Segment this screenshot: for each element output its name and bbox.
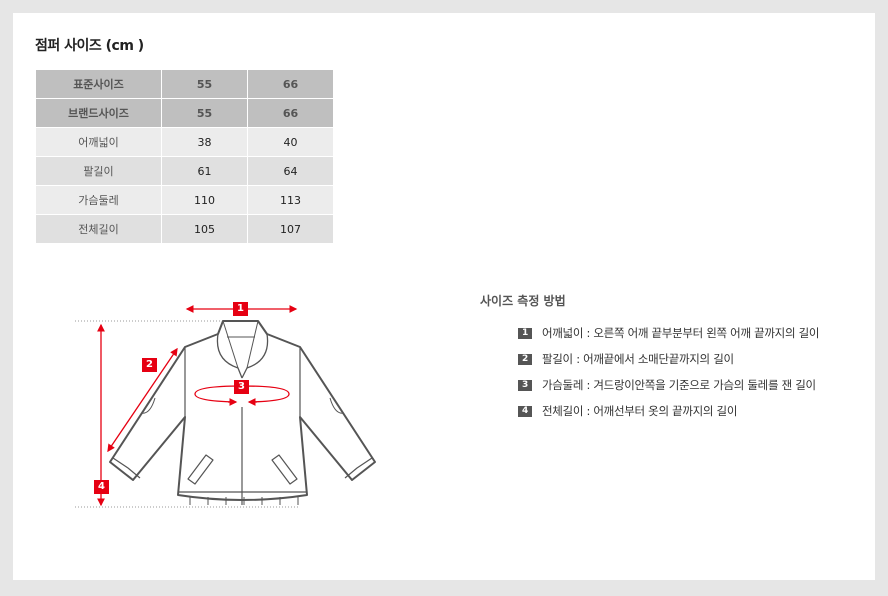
table-cell: 64 bbox=[247, 156, 334, 186]
table-cell: 전체길이 bbox=[35, 214, 162, 244]
jacket-outline-icon bbox=[109, 320, 376, 505]
measurement-item: 4 전체길이 : 어깨선부터 옷의 끝까지의 길이 bbox=[518, 403, 737, 419]
guide-lines bbox=[75, 320, 300, 508]
table-header-row: 표준사이즈 55 66 bbox=[35, 69, 334, 99]
table-cell: 가슴둘레 bbox=[35, 185, 162, 215]
table-cell: 어깨넓이 bbox=[35, 127, 162, 157]
measurement-text: 팔길이 : 어깨끝에서 소매단끝까지의 길이 bbox=[542, 352, 734, 366]
table-header-row: 브랜드사이즈 55 66 bbox=[35, 98, 334, 128]
measurement-text: 가슴둘레 : 겨드랑이안쪽을 기준으로 가슴의 둘레를 잰 길이 bbox=[542, 378, 816, 392]
marker-4-badge: 4 bbox=[94, 480, 109, 494]
number-badge: 2 bbox=[518, 353, 532, 365]
measurement-arrows bbox=[97, 305, 298, 507]
table-cell: 105 bbox=[161, 214, 248, 244]
table-row: 팔길이 61 64 bbox=[35, 156, 334, 186]
marker-1-badge: 1 bbox=[233, 302, 248, 316]
table-row: 전체길이 105 107 bbox=[35, 214, 334, 244]
table-row: 어깨넓이 38 40 bbox=[35, 127, 334, 157]
measurement-item: 3 가슴둘레 : 겨드랑이안쪽을 기준으로 가슴의 둘레를 잰 길이 bbox=[518, 377, 816, 393]
table-cell: 브랜드사이즈 bbox=[35, 98, 162, 128]
size-table: 표준사이즈 55 66 브랜드사이즈 55 66 어깨넓이 38 40 팔길이 … bbox=[35, 69, 334, 244]
table-cell: 표준사이즈 bbox=[35, 69, 162, 99]
table-cell: 55 bbox=[161, 98, 248, 128]
table-cell: 40 bbox=[247, 127, 334, 157]
table-cell: 66 bbox=[247, 69, 334, 99]
marker-2-badge: 2 bbox=[142, 358, 157, 372]
marker-3-badge: 3 bbox=[234, 380, 249, 394]
table-row: 가슴둘레 110 113 bbox=[35, 185, 334, 215]
number-badge: 4 bbox=[518, 405, 532, 417]
table-cell: 팔길이 bbox=[35, 156, 162, 186]
table-cell: 66 bbox=[247, 98, 334, 128]
measurement-item: 2 팔길이 : 어깨끝에서 소매단끝까지의 길이 bbox=[518, 351, 734, 367]
table-cell: 38 bbox=[161, 127, 248, 157]
number-badge: 3 bbox=[518, 379, 532, 391]
table-cell: 110 bbox=[161, 185, 248, 215]
number-badge: 1 bbox=[518, 327, 532, 339]
measurement-title: 사이즈 측정 방법 bbox=[480, 294, 566, 308]
measurement-text: 어깨넓이 : 오른쪽 어깨 끝부분부터 왼쪽 어깨 끝까지의 길이 bbox=[542, 326, 820, 340]
table-cell: 61 bbox=[161, 156, 248, 186]
page-title: 점퍼 사이즈 (cm ) bbox=[35, 38, 144, 54]
measurement-text: 전체길이 : 어깨선부터 옷의 끝까지의 길이 bbox=[542, 404, 738, 418]
measurement-item: 1 어깨넓이 : 오른쪽 어깨 끝부분부터 왼쪽 어깨 끝까지의 길이 bbox=[518, 325, 819, 341]
table-cell: 113 bbox=[247, 185, 334, 215]
table-cell: 107 bbox=[247, 214, 334, 244]
